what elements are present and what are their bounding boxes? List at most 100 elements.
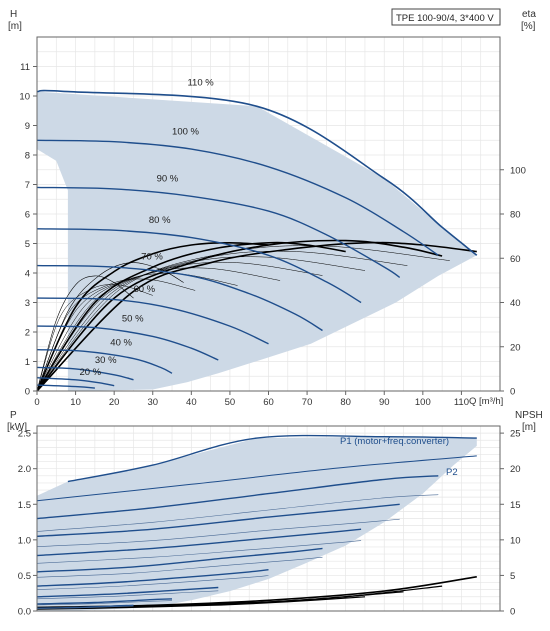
head-axis-ticks: 0 10 20 30 40 50 60 70 80 90 100 110012345678910110… <box>19 62 525 408</box>
p2-label: P2 <box>446 467 458 478</box>
efficiency-curve <box>36 239 443 392</box>
y-tick-label: 8 <box>25 151 30 162</box>
npsh-axis-label: NPSH <box>515 410 543 421</box>
power-curve-p2 <box>36 600 173 606</box>
y-tick-label: 0 <box>25 387 30 398</box>
speed-label: 50 % <box>122 314 144 325</box>
y-tick-label: 7 <box>25 180 30 191</box>
speed-label: 40 % <box>110 337 132 348</box>
p-axis-label: P <box>10 410 17 421</box>
efficiency-curve-thin <box>36 278 196 392</box>
power-npsh-chart: 0.0 0.5 1.0 1.5 2.0 2.5 0 5 10 15 20 25 P [kW] NPSH… <box>7 410 543 618</box>
power-curve <box>67 434 477 483</box>
head-curve <box>36 297 269 345</box>
operating-range-region <box>37 91 477 391</box>
y-tick-label: 6 <box>25 210 30 221</box>
power-curve-p2 <box>36 540 362 564</box>
head-efficiency-chart: 110 %100 %90 %80 %70 %60 %50 %40 %30 %20… <box>8 8 536 408</box>
efficiency-curves <box>36 239 477 392</box>
speed-label: 110 % <box>187 78 214 89</box>
y2-tick-label: 80 <box>510 210 521 221</box>
x-tick-label: 90 <box>379 397 390 408</box>
power-curve-p2 <box>36 494 439 532</box>
npsh-tick-label: 15 <box>510 500 521 511</box>
npsh-curve <box>36 596 366 610</box>
head-curves <box>36 89 478 389</box>
power-curve <box>36 455 477 502</box>
x-tick-label: 40 <box>186 397 197 408</box>
efficiency-curve-thin <box>36 256 366 392</box>
x-tick-label: 110 <box>454 397 469 408</box>
p-tick-label: 1.0 <box>18 535 31 546</box>
npsh-tick-label: 10 <box>510 535 521 546</box>
head-curve <box>36 377 115 387</box>
power-curve-p2 <box>36 605 134 609</box>
power-curve-p2 <box>36 556 323 578</box>
speed-label: 70 % <box>141 252 163 263</box>
power-curve <box>36 598 173 605</box>
y-tick-label: 4 <box>25 269 30 280</box>
power-curve-p2 <box>36 518 400 547</box>
npsh-tick-label: 5 <box>510 571 515 582</box>
efficiency-curve <box>36 275 134 392</box>
x-tick-label: 30 <box>147 397 158 408</box>
efficiency-curve <box>36 241 346 392</box>
power-curve-p2 <box>36 590 219 600</box>
x-tick-label: 50 <box>225 397 236 408</box>
power-curve <box>36 503 400 537</box>
head-curve <box>36 264 323 332</box>
head-curve <box>36 89 478 256</box>
y2-tick-label: 0 <box>510 387 515 398</box>
p-tick-label: 2.0 <box>18 464 31 475</box>
efficiency-curve-thin <box>36 262 323 392</box>
head-curve <box>36 186 401 278</box>
speed-label: 30 % <box>95 355 117 366</box>
y2-tick-label: 20 <box>510 342 521 353</box>
y2-tick-label: 40 <box>510 298 521 309</box>
speed-label: 80 % <box>149 215 171 226</box>
y-tick-label: 9 <box>25 121 30 132</box>
x-tick-label: 80 <box>340 397 351 408</box>
pump-title: TPE 100-90/4, 3*400 V <box>396 13 494 24</box>
y-tick-label: 11 <box>20 62 30 73</box>
power-curve <box>36 569 269 587</box>
speed-label: 60 % <box>133 284 155 295</box>
head-curve <box>36 384 95 389</box>
p-tick-label: 0.0 <box>18 607 31 618</box>
power-curve <box>36 475 439 520</box>
efficiency-curve-thin <box>36 284 153 392</box>
speed-label: 100 % <box>172 126 199 137</box>
power-plot-frame <box>36 425 501 612</box>
speed-label: 20 % <box>79 367 101 378</box>
h-axis-unit: [m] <box>8 21 22 32</box>
p-tick-label: 1.5 <box>18 500 31 511</box>
npsh-tick-label: 20 <box>510 464 521 475</box>
efficiency-curve-thin <box>36 245 450 392</box>
x-tick-label: 20 <box>109 397 120 408</box>
power-curve-p2 <box>36 575 269 590</box>
x-tick-label: 60 <box>263 397 274 408</box>
y2-tick-label: 100 <box>510 165 526 176</box>
y-tick-label: 10 <box>19 92 30 103</box>
eta-axis-unit: [%] <box>521 21 536 32</box>
head-curve <box>36 325 219 361</box>
q-axis-label: Q [m³/h] <box>469 396 503 407</box>
head-curve <box>36 139 439 256</box>
npsh-tick-label: 25 <box>510 429 521 440</box>
power-curve <box>36 528 362 557</box>
h-axis-label: H <box>10 9 17 20</box>
x-tick-label: 70 <box>302 397 313 408</box>
power-curve <box>36 547 323 573</box>
head-curve <box>36 366 134 381</box>
npsh-axis-unit: [m] <box>522 422 536 433</box>
npsh-tick-label: 0 <box>510 607 515 618</box>
speed-labels: 110 % 100 % 90 % 80 % 70 % 60 % 50 % 40 % 30 %20… <box>79 78 214 378</box>
p-axis-unit: [kW] <box>7 422 27 433</box>
pump-title-box <box>391 8 501 26</box>
eta-axis-label: eta <box>522 9 536 20</box>
power-curve <box>36 604 134 609</box>
y-tick-label: 1 <box>25 357 30 368</box>
y2-tick-label: 60 <box>510 254 521 265</box>
